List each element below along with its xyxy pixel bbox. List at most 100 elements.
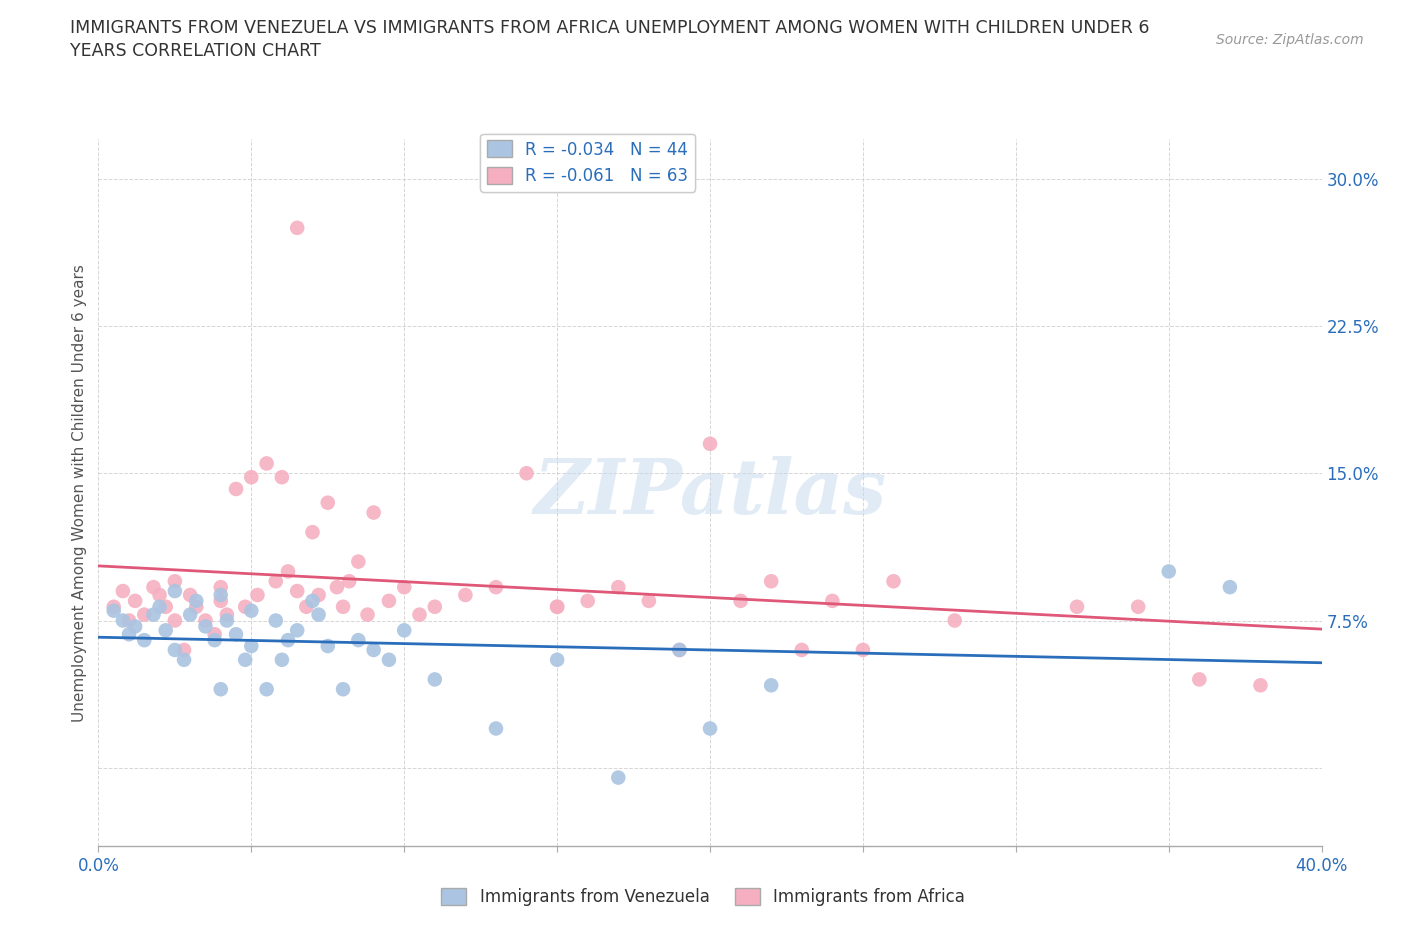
Point: [546, 599, 568, 614]
Point: [163, 584, 186, 599]
Text: ZIPatlas: ZIPatlas: [533, 456, 887, 530]
Point: [326, 579, 349, 594]
Point: [668, 643, 690, 658]
Point: [240, 470, 263, 485]
Point: [209, 588, 232, 603]
Point: [301, 525, 323, 539]
Point: [332, 682, 354, 697]
Point: [295, 599, 318, 614]
Point: [668, 643, 690, 658]
Point: [759, 678, 782, 693]
Point: [256, 456, 278, 471]
Point: [277, 632, 299, 647]
Point: [607, 579, 630, 594]
Point: [233, 599, 256, 614]
Point: [134, 607, 156, 622]
Point: [852, 643, 875, 658]
Point: [149, 599, 172, 614]
Point: [277, 564, 299, 578]
Point: [485, 579, 508, 594]
Point: [225, 482, 247, 497]
Point: [118, 613, 141, 628]
Point: [186, 593, 208, 608]
Point: [270, 470, 292, 485]
Point: [308, 607, 330, 622]
Point: [264, 574, 287, 589]
Point: [179, 607, 201, 622]
Point: [285, 623, 308, 638]
Point: [240, 604, 263, 618]
Point: [516, 466, 538, 481]
Point: [378, 593, 401, 608]
Point: [111, 613, 134, 628]
Point: [179, 588, 201, 603]
Point: [1157, 564, 1180, 578]
Point: [363, 643, 385, 658]
Point: [233, 652, 256, 667]
Point: [163, 613, 186, 628]
Point: [423, 672, 446, 687]
Point: [209, 593, 232, 608]
Point: [347, 632, 370, 647]
Point: [155, 599, 177, 614]
Point: [111, 584, 134, 599]
Point: [363, 505, 385, 520]
Point: [103, 599, 125, 614]
Point: [821, 593, 844, 608]
Point: [699, 436, 721, 451]
Point: [378, 652, 401, 667]
Point: [730, 593, 752, 608]
Point: [134, 632, 156, 647]
Point: [759, 574, 782, 589]
Point: [316, 639, 339, 654]
Point: [186, 599, 208, 614]
Point: [246, 588, 269, 603]
Point: [173, 652, 195, 667]
Point: [883, 574, 905, 589]
Point: [454, 588, 477, 603]
Point: [155, 623, 177, 638]
Point: [546, 652, 568, 667]
Point: [204, 632, 226, 647]
Point: [194, 613, 217, 628]
Point: [1188, 672, 1211, 687]
Point: [149, 588, 172, 603]
Point: [316, 496, 339, 511]
Point: [270, 652, 292, 667]
Point: [308, 588, 330, 603]
Text: YEARS CORRELATION CHART: YEARS CORRELATION CHART: [70, 42, 321, 60]
Point: [332, 599, 354, 614]
Point: [256, 682, 278, 697]
Point: [285, 220, 308, 235]
Point: [392, 623, 416, 638]
Point: [142, 607, 165, 622]
Point: [790, 643, 813, 658]
Text: IMMIGRANTS FROM VENEZUELA VS IMMIGRANTS FROM AFRICA UNEMPLOYMENT AMONG WOMEN WIT: IMMIGRANTS FROM VENEZUELA VS IMMIGRANTS …: [70, 19, 1150, 36]
Point: [103, 604, 125, 618]
Text: Source: ZipAtlas.com: Source: ZipAtlas.com: [1216, 33, 1364, 46]
Y-axis label: Unemployment Among Women with Children Under 6 years: Unemployment Among Women with Children U…: [72, 264, 87, 722]
Point: [1066, 599, 1088, 614]
Point: [485, 721, 508, 736]
Point: [209, 579, 232, 594]
Point: [392, 579, 416, 594]
Point: [1128, 599, 1150, 614]
Point: [423, 599, 446, 614]
Point: [637, 593, 661, 608]
Point: [240, 639, 263, 654]
Point: [142, 579, 165, 594]
Point: [124, 619, 146, 634]
Legend: Immigrants from Venezuela, Immigrants from Africa: Immigrants from Venezuela, Immigrants fr…: [434, 881, 972, 912]
Point: [546, 599, 568, 614]
Point: [118, 627, 141, 642]
Point: [576, 593, 599, 608]
Point: [209, 682, 232, 697]
Point: [356, 607, 378, 622]
Point: [347, 554, 370, 569]
Point: [607, 770, 630, 785]
Point: [1219, 579, 1241, 594]
Point: [264, 613, 287, 628]
Point: [285, 584, 308, 599]
Point: [1249, 678, 1271, 693]
Point: [408, 607, 430, 622]
